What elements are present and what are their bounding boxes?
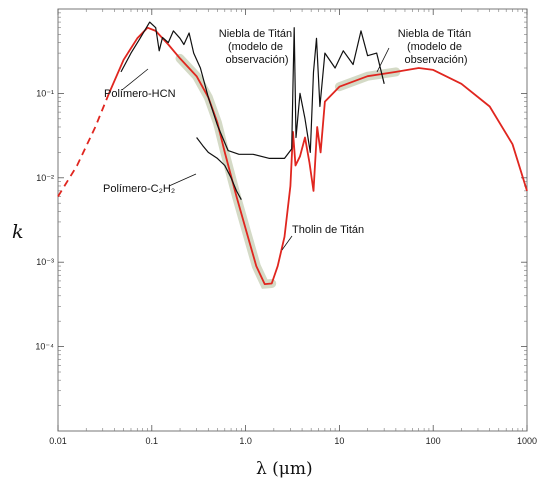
annotation-haze-model-left: Niebla de Titán (modelo de observación) bbox=[219, 28, 295, 66]
y-tick-label: 10⁻¹ bbox=[36, 88, 54, 98]
haze-left-line3: observación) bbox=[226, 54, 289, 66]
series-line-tholin-extrapolated bbox=[57, 93, 110, 197]
annotation-tholin-pointer bbox=[281, 235, 293, 251]
annotation-haze-right-pointer bbox=[376, 47, 390, 73]
series-line-c2h2-polymer bbox=[196, 137, 242, 200]
haze-left-line2: (modelo de bbox=[228, 41, 283, 53]
y-axis-label: k bbox=[12, 221, 24, 243]
x-tick-label: 0.01 bbox=[49, 436, 67, 446]
x-axis-label: λ (μm) bbox=[256, 459, 313, 479]
series-line-tholin bbox=[108, 26, 528, 285]
annotation-c2h2-polymer: Polímero-C₂H₂ bbox=[103, 183, 175, 195]
haze-right-line1: Niebla de Titán bbox=[398, 28, 471, 40]
annotation-tholin: Tholin de Titán bbox=[292, 224, 364, 236]
annotation-c2h2-pointer bbox=[168, 173, 197, 187]
annotation-hcn-pointer bbox=[121, 68, 149, 91]
plot-frame bbox=[57, 8, 528, 432]
x-tick-label: 0.1 bbox=[146, 436, 159, 446]
annotation-haze-model-right: Niebla de Titán (modelo de observación) bbox=[398, 28, 474, 66]
y-tick-label: 10⁻⁴ bbox=[35, 342, 54, 352]
x-tick-label: 1.0 bbox=[239, 436, 252, 446]
series-line-hcn-polymer bbox=[120, 21, 385, 159]
x-tick-label: 1000 bbox=[517, 436, 537, 446]
haze-right-line2: (modelo de bbox=[407, 41, 462, 53]
annotation-hcn-polymer: Polímero-HCN bbox=[104, 88, 176, 100]
x-tick-label: 10 bbox=[334, 436, 344, 446]
haze-right-line3: observación) bbox=[405, 54, 468, 66]
y-tick-label: 10⁻² bbox=[36, 173, 54, 183]
x-tick-label: 100 bbox=[426, 436, 441, 446]
haze-left-line1: Niebla de Titán bbox=[219, 28, 292, 40]
haze-model-band-left bbox=[175, 53, 277, 289]
y-tick-label: 10⁻³ bbox=[36, 257, 54, 267]
